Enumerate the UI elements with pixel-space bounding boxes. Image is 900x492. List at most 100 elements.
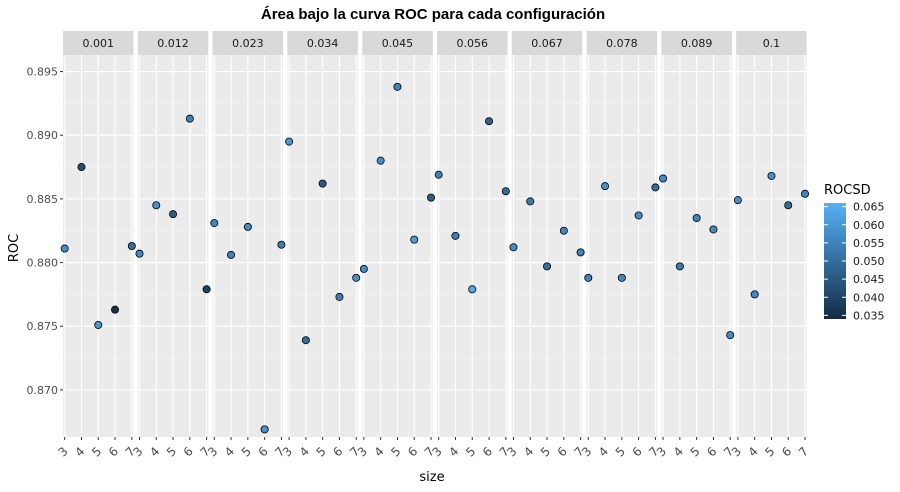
data-point [726, 331, 735, 340]
x-tick-label: 5 [613, 444, 628, 459]
facet-strip-label: 0.034 [307, 37, 339, 50]
data-point [243, 222, 252, 231]
x-tick-label: 5 [313, 444, 328, 459]
y-tick-label: 0.880 [27, 257, 59, 270]
x-tick-label: 6 [480, 444, 495, 459]
x-tick-label: 6 [405, 444, 420, 459]
chart-title: Área bajo la curva ROC para cada configu… [261, 6, 605, 23]
data-point [60, 244, 69, 253]
data-point [468, 285, 477, 294]
y-tick-label: 0.890 [27, 129, 59, 142]
data-point [202, 285, 211, 294]
data-point [94, 320, 103, 329]
x-tick-label: 4 [745, 444, 760, 459]
facet-strip [511, 31, 583, 55]
data-point [709, 225, 718, 234]
x-tick-label: 5 [164, 444, 179, 459]
facet-strip [287, 31, 358, 55]
data-point [543, 262, 552, 271]
data-point [526, 197, 535, 206]
x-tick-label: 6 [330, 444, 345, 459]
legend-tick-label: 0.035 [853, 309, 885, 322]
data-point [784, 201, 793, 210]
legend-tick-label: 0.065 [853, 201, 885, 214]
y-tick-label: 0.870 [27, 384, 59, 397]
data-point [675, 262, 684, 271]
y-tick-label: 0.895 [27, 66, 59, 79]
color-legend: ROCSD 0.035 0.040 0.045 0.050 0.055 0.060 0.06… [824, 183, 885, 322]
data-point [210, 219, 219, 228]
data-point [485, 117, 494, 126]
legend-ticks: 0.035 0.040 0.045 0.050 0.055 0.060 0.065 [824, 201, 885, 322]
x-tick-label: 6 [255, 444, 270, 459]
facet-strip-label: 0.023 [232, 37, 264, 50]
x-tick-label: 5 [239, 444, 254, 459]
facet-strip-label: 0.078 [606, 37, 638, 50]
legend-title: ROCSD [824, 183, 871, 198]
data-point [393, 82, 402, 91]
x-axis-title: size [419, 470, 444, 485]
data-point [169, 210, 178, 219]
x-tick-label: 4 [446, 444, 461, 459]
data-point [659, 174, 668, 183]
facet-strip [661, 31, 732, 55]
facet-strip-label: 0.045 [382, 37, 414, 50]
x-tick-label: 5 [388, 444, 403, 459]
data-point [185, 114, 194, 123]
x-tick-label: 4 [147, 444, 162, 459]
x-tick-label: 4 [222, 444, 237, 459]
data-point [301, 336, 310, 345]
data-point [135, 249, 144, 258]
y-tick-label: 0.885 [27, 193, 59, 206]
data-point [634, 211, 643, 220]
data-point [227, 250, 236, 259]
y-tick-label: 0.875 [27, 320, 59, 333]
data-point [576, 248, 585, 257]
legend-tick-label: 0.055 [853, 237, 885, 250]
x-tick-label: 5 [538, 444, 553, 459]
legend-tick-label: 0.050 [853, 255, 885, 268]
data-point [260, 425, 269, 434]
data-point [152, 201, 161, 210]
data-point [509, 243, 518, 252]
data-point [601, 182, 610, 191]
data-point [692, 213, 701, 222]
x-tick-label: 5 [89, 444, 104, 459]
facet-strip-label: 0.056 [457, 37, 489, 50]
facet-strip [63, 31, 134, 55]
legend-tick-label: 0.045 [853, 273, 885, 286]
data-point [501, 187, 510, 196]
x-tick-label: 4 [72, 444, 87, 459]
legend-tick-label: 0.060 [853, 219, 885, 232]
facet-strip-label: 0.1 [763, 37, 781, 50]
data-point [359, 264, 368, 273]
data-point [651, 183, 660, 192]
data-point [451, 231, 460, 240]
facet-strip [362, 31, 433, 55]
x-tick-label: 4 [596, 444, 611, 459]
data-point [733, 196, 742, 205]
legend-tick-label: 0.040 [853, 291, 885, 304]
data-point [352, 273, 361, 282]
x-tick-label: 5 [463, 444, 478, 459]
x-tick-label: 6 [106, 444, 121, 459]
facet-panel: 0.13 4 5 6 7 [729, 31, 811, 460]
data-point [410, 235, 419, 244]
data-point [427, 193, 436, 202]
x-tick-label: 4 [521, 444, 536, 459]
data-point [617, 273, 626, 282]
x-tick-label: 6 [704, 444, 719, 459]
x-tick-label: 5 [762, 444, 777, 459]
facet-strip-label: 0.001 [83, 37, 115, 50]
x-tick-label: 6 [181, 444, 196, 459]
x-tick-label: 6 [629, 444, 644, 459]
facet-strip-label: 0.089 [681, 37, 713, 50]
facet-strip [212, 31, 284, 55]
